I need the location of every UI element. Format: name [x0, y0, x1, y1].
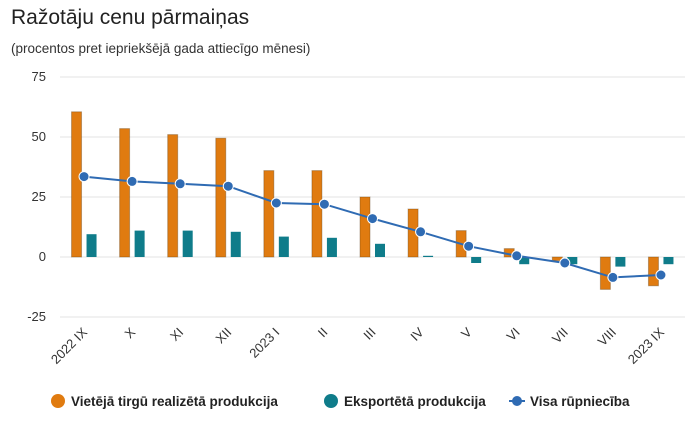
total-point [463, 240, 475, 252]
legend-item[interactable]: Visa rūpniecība [509, 394, 630, 409]
legend-label: Vietējā tirgū realizētā produkcija [71, 394, 278, 409]
legend: Vietējā tirgū realizētā produkcija Ekspor… [51, 394, 630, 409]
export-bar [423, 255, 434, 257]
x-tick-label: VII [549, 325, 571, 347]
x-axis-ticks: 2022 IX X XI XII 2023 I II III IV V VI VII VIII 2023… [48, 324, 667, 367]
domestic-bar [311, 170, 323, 258]
total-point [559, 257, 571, 269]
total-point [511, 250, 523, 262]
y-tick-label: -25 [27, 309, 46, 324]
export-bar [182, 230, 193, 257]
y-axis-ticks: -25 0 25 50 75 [27, 69, 46, 324]
export-bar [615, 257, 626, 267]
x-tick-label: III [360, 325, 378, 343]
total-point [367, 213, 378, 225]
domestic-bar [359, 196, 371, 258]
x-tick-label: 2023 IX [625, 324, 668, 367]
export-bar [278, 236, 289, 257]
x-tick-label: 2022 IX [48, 324, 91, 367]
domestic-bar [167, 134, 179, 258]
domestic-bar [71, 111, 83, 258]
total-line [78, 171, 667, 283]
y-tick-label: 75 [32, 69, 46, 84]
legend-item[interactable]: Vietējā tirgū realizētā produkcija [51, 394, 278, 409]
y-tick-label: 50 [32, 129, 46, 144]
x-tick-label: XI [167, 325, 186, 344]
total-point [318, 198, 330, 210]
chart-subtitle: (procentos pret iepriekšējā gada attiecī… [11, 41, 311, 56]
total-point [607, 271, 619, 283]
total-point [78, 171, 90, 183]
export-bar [567, 257, 578, 265]
export-bar [375, 243, 385, 257]
y-tick-label: 0 [39, 249, 46, 264]
total-point [655, 269, 667, 281]
y-tick-label: 25 [32, 189, 46, 204]
legend-marker [512, 396, 522, 406]
grid-lines [60, 76, 685, 318]
total-point [126, 175, 138, 187]
x-tick-label: X [121, 324, 138, 341]
export-bar [519, 257, 530, 265]
x-tick-label: VI [504, 325, 523, 344]
export-bar [86, 234, 97, 257]
export-bar [471, 257, 482, 263]
x-tick-label: VIII [595, 325, 619, 349]
domestic-bar [215, 137, 227, 258]
bars [71, 111, 674, 290]
total-point [174, 178, 186, 190]
total-point [222, 180, 234, 192]
export-bar [326, 237, 337, 257]
domestic-bar [119, 128, 131, 258]
chart-title: Ražotāju cenu pārmaiņas [11, 6, 250, 29]
legend-label: Eksportētā produkcija [344, 394, 486, 409]
x-tick-label: XII [213, 325, 235, 347]
total-point [270, 197, 282, 209]
domestic-bar [263, 170, 275, 258]
x-tick-label: V [458, 324, 475, 341]
total-point [415, 226, 427, 238]
legend-item[interactable]: Eksportētā produkcija [324, 394, 486, 409]
legend-marker [324, 394, 338, 408]
export-bar [230, 231, 241, 257]
export-bar [134, 230, 145, 257]
export-bar [663, 257, 674, 265]
x-tick-label: 2023 I [246, 325, 282, 361]
legend-label: Visa rūpniecība [530, 394, 630, 409]
x-tick-label: IV [407, 324, 427, 344]
x-tick-label: II [315, 325, 331, 341]
legend-marker [51, 394, 65, 408]
